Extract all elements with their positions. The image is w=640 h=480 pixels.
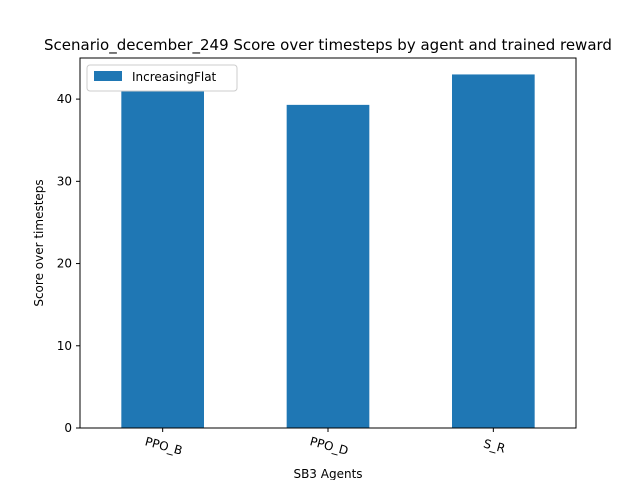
y-tick-label: 40: [57, 92, 72, 106]
legend-entry-label: IncreasingFlat: [132, 70, 217, 84]
legend: IncreasingFlat: [86, 64, 238, 92]
bar-s-r: [452, 74, 535, 428]
chart-title: Scenario_december_249 Score over timeste…: [44, 36, 612, 55]
y-tick-label: 30: [57, 174, 72, 188]
y-tick-label: 20: [57, 257, 72, 271]
x-axis-label: SB3 Agents: [293, 467, 362, 480]
legend-box: [86, 64, 238, 92]
bar-ppo-d: [286, 104, 370, 428]
y-axis-label: Score over timesteps: [32, 179, 46, 306]
bars-group: [121, 74, 535, 428]
plot-area: [79, 57, 577, 429]
y-tick-label: 10: [57, 339, 72, 353]
y-tick-label: 0: [64, 421, 72, 435]
x-tick-label: S_R: [482, 437, 507, 456]
legend-swatch: [94, 71, 122, 81]
y-axis-ticks: 0 10 20 30 40: [57, 92, 80, 435]
bar-ppo-b: [121, 90, 204, 428]
